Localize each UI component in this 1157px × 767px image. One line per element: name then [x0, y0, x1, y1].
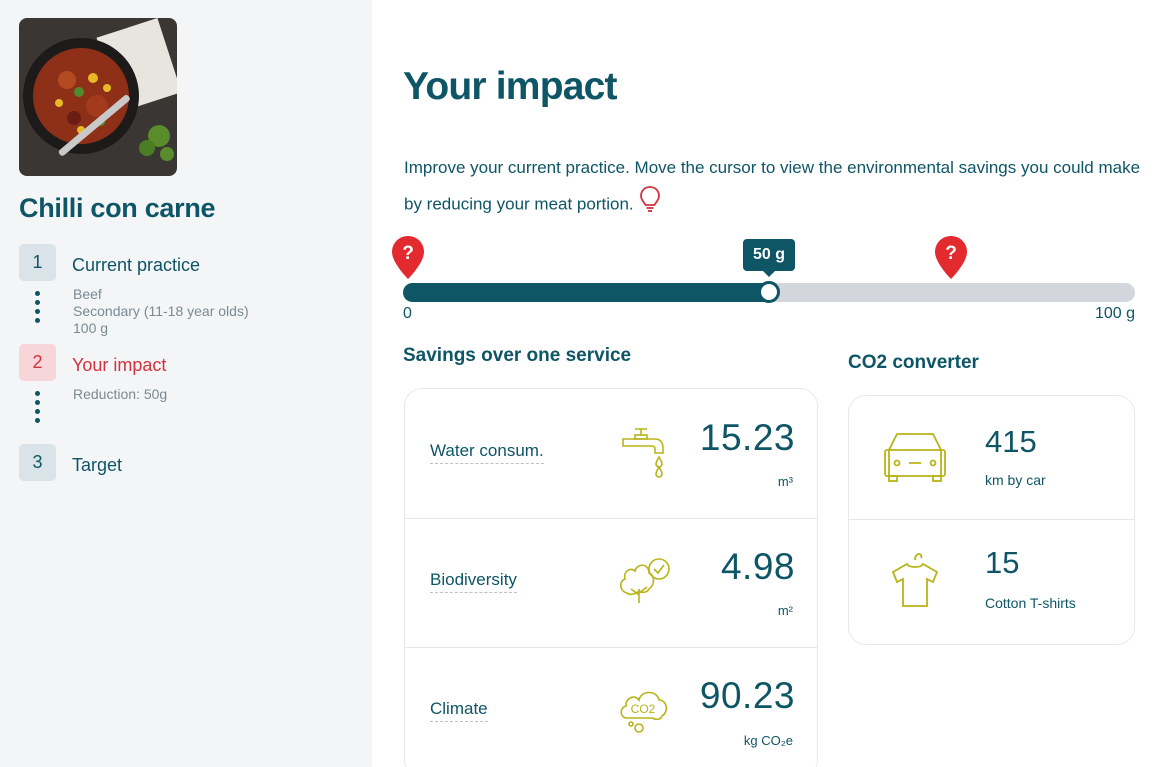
savings-row-biodiversity: Biodiversity 4.98 m²: [405, 519, 817, 648]
help-marker-icon[interactable]: ?: [391, 235, 425, 286]
converter-title: CO2 converter: [848, 352, 979, 373]
metric-label[interactable]: Water consum.: [430, 441, 544, 464]
intro-text: Improve your current practice. Move the …: [404, 151, 1144, 225]
portion-value-bubble: 50 g: [743, 239, 796, 277]
car-icon: [883, 430, 947, 487]
tshirt-icon: [887, 548, 943, 617]
portion-slider-fill: [403, 283, 769, 302]
svg-text:CO2: CO2: [631, 702, 656, 716]
step-1-number[interactable]: 1: [19, 244, 56, 281]
svg-text:?: ?: [945, 243, 957, 264]
converter-row-car: 415 km by car: [849, 396, 1134, 520]
converter-label: Cotton T-shirts: [985, 595, 1076, 611]
savings-card: Water consum. 15.23 m³ Biodiversity 4.98…: [404, 388, 818, 767]
recipe-title: Chilli con carne: [19, 193, 216, 223]
step-2-label[interactable]: Your impact: [72, 355, 167, 375]
savings-row-climate: Climate CO2 90.23 kg CO₂e: [405, 648, 817, 767]
metric-label[interactable]: Biodiversity: [430, 570, 517, 593]
metric-label[interactable]: Climate: [430, 699, 488, 722]
step-3-number[interactable]: 3: [19, 444, 56, 481]
lightbulb-icon[interactable]: [640, 185, 661, 225]
metric-unit: m³: [777, 474, 793, 489]
step-1-detail-product: Beef: [73, 286, 102, 302]
step-3-label[interactable]: Target: [72, 455, 123, 475]
step-connector-dots: [35, 391, 41, 427]
metric-value: 90.23: [699, 675, 795, 716]
converter-value: 415: [985, 424, 1037, 459]
slider-max-label: 100 g: [1094, 305, 1135, 322]
metric-unit: m²: [777, 603, 793, 618]
step-1-detail-portion: 100 g: [73, 320, 109, 336]
water-tap-icon: [619, 425, 669, 484]
tree-check-icon: [617, 555, 671, 614]
metric-value: 4.98: [720, 546, 795, 587]
slider-min-label: 0: [403, 305, 412, 322]
co2-cloud-icon: CO2: [617, 686, 671, 741]
converter-value: 15: [985, 545, 1020, 580]
step-1-details: Beef Secondary (11-18 year olds) 100 g: [73, 286, 249, 337]
intro-sentence: Improve your current practice. Move the …: [404, 158, 1141, 214]
svg-text:?: ?: [402, 243, 414, 264]
help-marker-icon[interactable]: ?: [934, 235, 968, 286]
step-2-number[interactable]: 2: [19, 344, 56, 381]
converter-row-tshirt: 15 Cotton T-shirts: [849, 520, 1134, 644]
portion-slider-thumb[interactable]: [758, 281, 780, 303]
recipe-photo: [19, 18, 177, 176]
step-2-details: Reduction: 50g: [73, 386, 167, 403]
step-connector-dots: [35, 291, 41, 327]
converter-label: km by car: [985, 472, 1046, 488]
metric-unit: kg CO₂e: [743, 733, 793, 748]
converter-card: 415 km by car 15 Cotton T-shirts: [848, 395, 1135, 645]
savings-row-water: Water consum. 15.23 m³: [405, 389, 817, 519]
savings-title: Savings over one service: [403, 345, 632, 366]
step-1-detail-audience: Secondary (11-18 year olds): [73, 303, 249, 319]
sidebar: Chilli con carne 1 Current practice Beef…: [0, 0, 372, 767]
page-title: Your impact: [403, 65, 617, 108]
step-1-label[interactable]: Current practice: [72, 255, 201, 275]
metric-value: 15.23: [699, 417, 795, 458]
step-2-detail-reduction: Reduction: 50g: [73, 386, 168, 402]
